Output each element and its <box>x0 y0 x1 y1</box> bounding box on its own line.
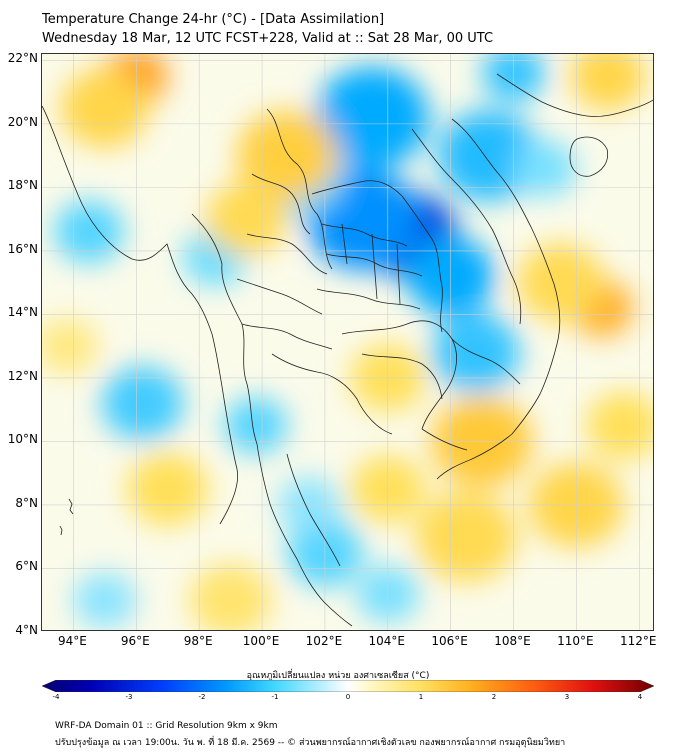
anomaly-blob <box>431 312 520 393</box>
colorbar-tick-label: -3 <box>125 693 133 701</box>
colorbar-tick-label: 0 <box>345 693 351 701</box>
update-info: ปรับปรุงข้อมูล ณ เวลา 19:00น. วัน พ. ที่… <box>55 738 566 748</box>
longitude-label: 98°E <box>183 634 213 648</box>
colorbar-tick-label: 1 <box>418 693 424 701</box>
anomaly-blob <box>189 563 272 630</box>
anomaly-blob <box>42 317 99 375</box>
latitude-label: 18°N <box>7 178 38 193</box>
latitude-label: 4°N <box>15 623 38 637</box>
anomaly-blob <box>416 491 517 582</box>
colorbar-tick-label: 4 <box>637 693 643 701</box>
longitude-label: 104°E <box>368 634 406 648</box>
latitude-label: 14°N <box>7 305 38 320</box>
anomaly-blob <box>101 366 184 441</box>
anomaly-blob <box>224 397 288 454</box>
longitude-label: 94°E <box>57 634 87 648</box>
anomaly-blob <box>126 452 209 526</box>
anomaly-blob <box>205 182 288 256</box>
chart-subtitle: Wednesday 18 Mar, 12 UTC FCST+228, Valid… <box>42 31 494 46</box>
anomaly-blob <box>60 68 149 148</box>
anomaly-blob <box>315 66 429 169</box>
latitude-label: 16°N <box>7 241 38 256</box>
colorbar-tick-label: -2 <box>198 693 206 701</box>
colorbar-tick-label: 3 <box>564 693 570 701</box>
colorbar <box>42 680 654 692</box>
longitude-label: 110°E <box>557 634 594 648</box>
latitude-label: 8°N <box>15 495 38 510</box>
colorbar-tick-label: -4 <box>52 693 60 701</box>
graticule <box>42 54 653 630</box>
anomaly-blob <box>73 571 137 629</box>
longitude-label: 112°E <box>620 634 657 648</box>
longitude-label: 102°E <box>305 634 343 648</box>
latitude-label: 20°N <box>7 114 38 129</box>
longitude-label: 100°E <box>242 634 280 648</box>
anomaly-blob <box>513 140 577 197</box>
chart-title: Temperature Change 24-hr (°C) - [Data As… <box>42 12 385 27</box>
anomaly-blob <box>570 54 646 111</box>
anomaly-blob <box>54 200 124 263</box>
latitude-label: 6°N <box>15 559 38 574</box>
colorbar-gradient <box>42 680 654 692</box>
longitude-label: 108°E <box>494 634 531 648</box>
latitude-label: 12°N <box>7 368 38 383</box>
latitude-label: 22°N <box>7 51 38 66</box>
longitude-label: 96°E <box>120 634 150 648</box>
latitude-label: 10°N <box>7 432 38 447</box>
country-borders <box>42 73 653 627</box>
temperature-change-map <box>41 53 654 631</box>
colorbar-title: อุณหภูมิเปลี่ยนแปลง หน่วย องศาเซลเซียส (… <box>246 671 430 681</box>
colorbar-tick-label: 2 <box>491 693 497 701</box>
map-canvas <box>42 54 653 630</box>
anomaly-blob <box>516 243 605 323</box>
colorbar-tick-label: -1 <box>271 693 279 701</box>
model-info: WRF-DA Domain 01 :: Grid Resolution 9km … <box>55 721 278 731</box>
longitude-label: 106°E <box>431 634 468 648</box>
anomaly-blob <box>585 391 653 460</box>
